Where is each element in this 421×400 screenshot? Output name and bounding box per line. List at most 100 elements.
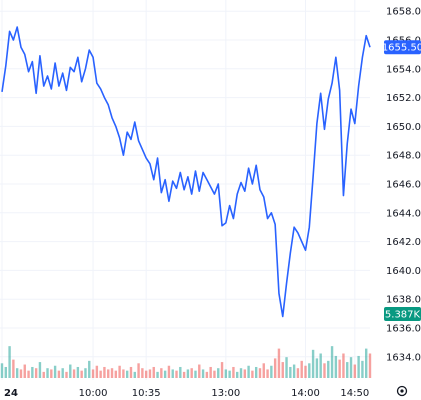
current-price-label: 1655.50 bbox=[382, 43, 421, 54]
volume-bar bbox=[258, 368, 262, 378]
volume-bar bbox=[46, 368, 49, 378]
volume-bar bbox=[251, 370, 254, 378]
volume-bar bbox=[171, 369, 174, 378]
y-tick-label: 1646.00 bbox=[386, 180, 421, 191]
y-tick-label: 1638.00 bbox=[386, 295, 421, 306]
volume-bar bbox=[69, 364, 72, 378]
volume-bar bbox=[141, 368, 144, 378]
volume-bar bbox=[338, 359, 341, 378]
volume-bar bbox=[327, 360, 330, 378]
volume-bar bbox=[27, 370, 30, 378]
x-tick-label: 24 bbox=[4, 388, 18, 399]
volume-bar bbox=[125, 370, 129, 378]
y-tick-label: 1652.00 bbox=[386, 93, 421, 104]
volume-bar bbox=[236, 371, 239, 378]
volume-bar bbox=[201, 369, 205, 378]
volume-bar bbox=[270, 365, 273, 378]
x-tick-label: 10:00 bbox=[79, 388, 108, 399]
volume-bar bbox=[182, 371, 186, 378]
volume-bar bbox=[262, 363, 265, 378]
volume-bar bbox=[65, 371, 68, 378]
volume-bar bbox=[4, 366, 7, 378]
volume-bar bbox=[167, 365, 171, 378]
y-tick-label: 1636.00 bbox=[386, 324, 421, 335]
volume-bar bbox=[361, 360, 364, 378]
x-tick-label: 14:50 bbox=[340, 388, 369, 399]
volume-bar bbox=[91, 369, 95, 378]
y-tick-label: 1642.00 bbox=[386, 237, 421, 248]
volume-bar bbox=[53, 365, 57, 378]
volume-bar bbox=[243, 369, 247, 378]
volume-bar bbox=[198, 364, 201, 378]
volume-bar bbox=[213, 370, 216, 378]
volume-bar bbox=[220, 362, 224, 378]
volume-bar bbox=[224, 369, 228, 378]
volume-bars bbox=[0, 346, 372, 378]
volume-bar bbox=[330, 346, 334, 378]
volume-bar bbox=[353, 364, 357, 378]
y-tick-label: 1634.00 bbox=[386, 352, 421, 363]
volume-bar bbox=[88, 360, 91, 378]
volume-bar bbox=[129, 366, 133, 378]
volume-bar bbox=[285, 357, 288, 378]
y-tick-label: 1640.00 bbox=[386, 266, 421, 277]
volume-bar bbox=[346, 362, 349, 378]
current-price-badge bbox=[384, 40, 421, 55]
x-tick-label: 13:00 bbox=[211, 388, 240, 399]
volume-bar bbox=[50, 369, 53, 378]
x-tick-label: 10:35 bbox=[132, 388, 161, 399]
volume-bar bbox=[76, 366, 80, 378]
volume-bar bbox=[281, 362, 284, 378]
volume-bar bbox=[114, 370, 118, 378]
volume-bar bbox=[137, 363, 140, 378]
volume-bar bbox=[12, 359, 15, 378]
volume-bar bbox=[186, 369, 190, 378]
volume-bar bbox=[103, 366, 106, 378]
volume-bar bbox=[23, 364, 26, 378]
volume-bar bbox=[300, 360, 303, 378]
y-tick-label: 1654.00 bbox=[386, 64, 421, 75]
volume-bar bbox=[34, 368, 38, 378]
volume-bar bbox=[357, 355, 360, 378]
x-tick-label: 14:00 bbox=[291, 388, 320, 399]
volume-bar bbox=[194, 370, 197, 378]
volume-bar bbox=[349, 357, 353, 378]
volume-bar bbox=[289, 366, 292, 378]
volume-bar bbox=[217, 368, 220, 378]
volume-bar bbox=[239, 368, 243, 378]
volume-bar bbox=[304, 365, 307, 378]
volume-bar bbox=[156, 371, 159, 378]
volume-bar bbox=[319, 353, 322, 378]
volume-bar bbox=[342, 353, 345, 378]
price-line bbox=[1, 26, 371, 318]
grid bbox=[0, 0, 370, 380]
volume-bar bbox=[311, 349, 315, 378]
volume-bar bbox=[42, 371, 45, 378]
current-volume-badge bbox=[384, 307, 421, 321]
volume-bar bbox=[273, 358, 277, 378]
volume-bar bbox=[8, 346, 11, 378]
volume-bar bbox=[179, 366, 182, 378]
volume-bar bbox=[15, 368, 19, 378]
y-tick-label: 1648.00 bbox=[386, 151, 421, 162]
volume-bar bbox=[254, 366, 258, 378]
volume-bar bbox=[163, 370, 167, 378]
volume-bar bbox=[144, 370, 148, 378]
volume-bar bbox=[61, 368, 64, 378]
volume-bar bbox=[365, 348, 368, 378]
volume-bar bbox=[160, 368, 163, 378]
volume-bar bbox=[296, 368, 300, 378]
settings-icon[interactable] bbox=[396, 385, 408, 397]
volume-bar bbox=[19, 369, 23, 378]
volume-bar bbox=[95, 365, 99, 378]
current-volume-label: 5.387K bbox=[385, 310, 421, 321]
price-line-layer bbox=[1, 26, 371, 318]
x-axis[interactable]: 24 10:00 10:35 13:00 14:00 14:50 bbox=[4, 388, 369, 399]
volume-bar bbox=[266, 369, 269, 378]
badges: 1655.50 5.387K bbox=[382, 40, 421, 321]
volume-bar bbox=[110, 368, 114, 378]
volume-bar bbox=[190, 368, 193, 378]
volume-bar bbox=[228, 370, 231, 378]
